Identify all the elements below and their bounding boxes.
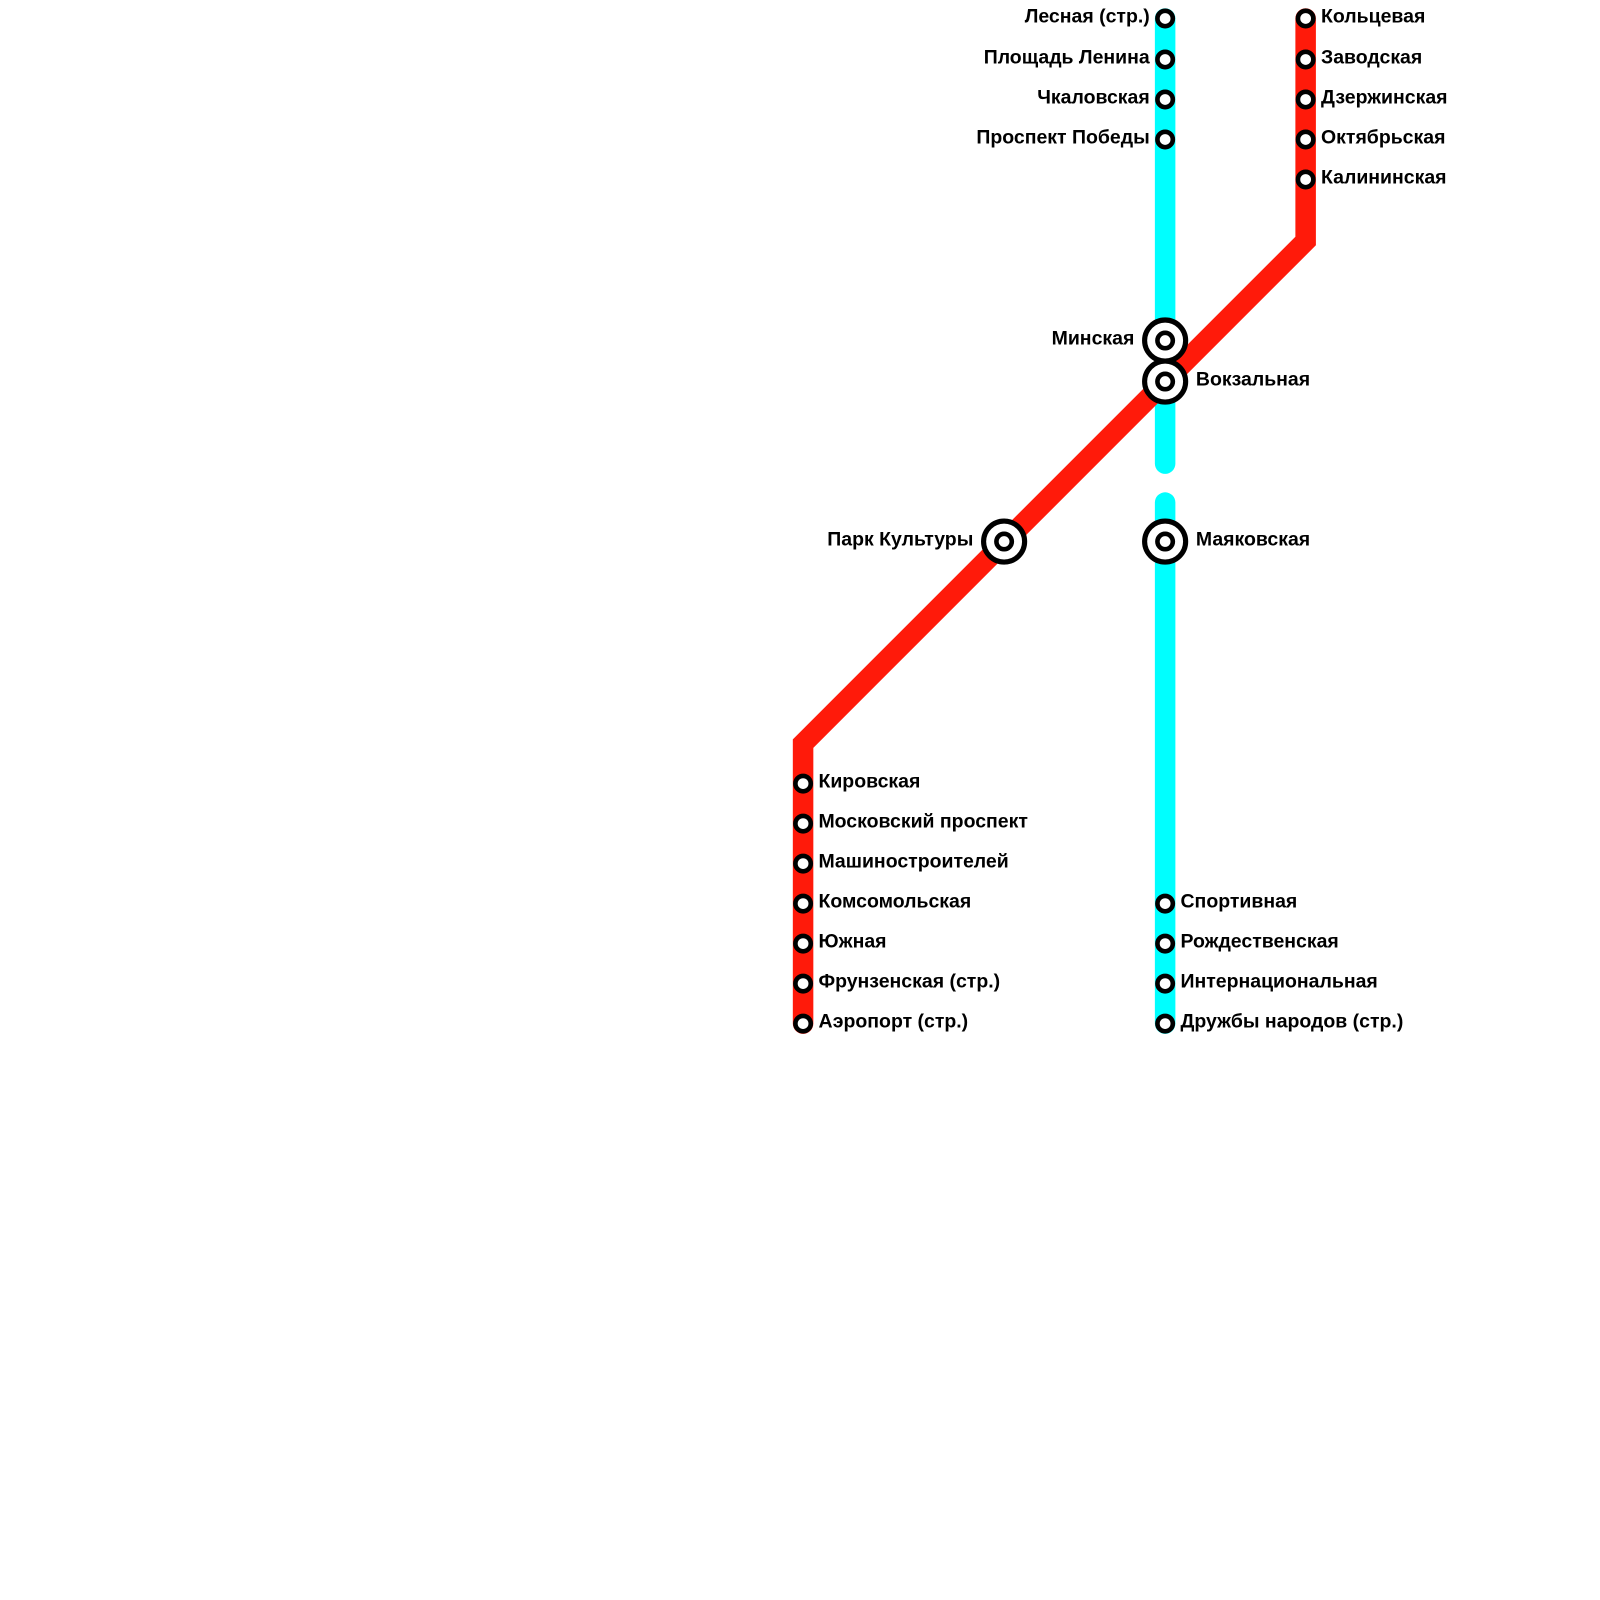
- interchange-station: Маяковская: [1142, 518, 1310, 565]
- station-marker: [1295, 8, 1316, 29]
- station: Комсомольская: [793, 891, 971, 914]
- station-label: Октябрьская: [1321, 127, 1445, 149]
- station: Рождественская: [1155, 931, 1339, 954]
- station-label: Кольцевая: [1321, 6, 1425, 28]
- interchange-station: Минская: [1052, 317, 1189, 364]
- station-marker: [1295, 89, 1316, 110]
- station-inner-ring: [1155, 330, 1176, 351]
- station-inner-ring: [994, 531, 1015, 552]
- station-marker: [1295, 129, 1316, 150]
- station: Калининская: [1295, 167, 1447, 190]
- metro-line: [792, 8, 1316, 1034]
- station-label: Дзержинская: [1321, 87, 1448, 109]
- interchange-station: Парк Культуры: [827, 518, 1028, 565]
- station-label: Проспект Победы: [976, 127, 1149, 149]
- interchange-station: Вокзальная: [1142, 358, 1310, 405]
- station-label: Машиностроителей: [818, 851, 1008, 873]
- station-label: Комсомольская: [818, 891, 971, 913]
- station-marker: [793, 933, 814, 954]
- station-marker: [1155, 933, 1176, 954]
- station-label: Аэропорт (стр.): [818, 1011, 968, 1033]
- station: Проспект Победы: [976, 127, 1176, 150]
- station: Дружбы народов (стр.): [1155, 1011, 1404, 1034]
- station-label: Заводская: [1321, 47, 1422, 69]
- station: Фрунзенская (стр.): [793, 971, 1000, 994]
- station-marker: [793, 893, 814, 914]
- station: Кольцевая: [1295, 6, 1425, 29]
- station-label: Лесная (стр.): [1025, 6, 1150, 28]
- station: Дзержинская: [1295, 87, 1448, 110]
- station: Аэропорт (стр.): [793, 1011, 968, 1034]
- station-marker: [793, 1013, 814, 1034]
- station-label: Рождественская: [1181, 931, 1339, 953]
- station-label: Чкаловская: [1037, 87, 1150, 109]
- station: Лесная (стр.): [1025, 6, 1176, 29]
- station-label: Площадь Ленина: [984, 47, 1150, 69]
- station-label: Кировская: [818, 771, 920, 793]
- station-marker: [793, 773, 814, 794]
- station: Интернациональная: [1155, 971, 1378, 994]
- station: Кировская: [793, 771, 920, 794]
- station-label: Маяковская: [1196, 529, 1310, 551]
- station-marker: [1155, 1013, 1176, 1034]
- station-marker: [1295, 49, 1316, 70]
- station-label: Фрунзенская (стр.): [818, 971, 1000, 993]
- station-inner-ring: [1155, 531, 1176, 552]
- station-label: Минская: [1052, 328, 1135, 350]
- station-marker: [1295, 169, 1316, 190]
- station-marker: [1155, 893, 1176, 914]
- station-marker: [1155, 49, 1176, 70]
- station-label: Калининская: [1321, 167, 1447, 189]
- station: Московский проспект: [793, 811, 1028, 834]
- station-marker: [1155, 973, 1176, 994]
- station-marker: [1155, 8, 1176, 29]
- station: Южная: [793, 931, 887, 954]
- station-inner-ring: [1155, 371, 1176, 392]
- station-marker: [793, 853, 814, 874]
- station-label: Спортивная: [1181, 891, 1298, 913]
- station-label: Интернациональная: [1181, 971, 1378, 993]
- station-marker: [793, 973, 814, 994]
- station-marker: [1155, 89, 1176, 110]
- station: Чкаловская: [1037, 87, 1176, 110]
- station-label: Южная: [818, 931, 886, 953]
- station: Машиностроителей: [793, 851, 1009, 874]
- station: Площадь Ленина: [984, 47, 1176, 70]
- station-label: Дружбы народов (стр.): [1181, 1011, 1404, 1033]
- station-label: Вокзальная: [1196, 369, 1310, 391]
- station-label: Московский проспект: [818, 811, 1027, 833]
- station: Спортивная: [1155, 891, 1298, 914]
- station-marker: [793, 813, 814, 834]
- station: Октябрьская: [1295, 127, 1445, 150]
- station-label: Парк Культуры: [827, 529, 973, 551]
- station-marker: [1155, 129, 1176, 150]
- station: Заводская: [1295, 47, 1422, 70]
